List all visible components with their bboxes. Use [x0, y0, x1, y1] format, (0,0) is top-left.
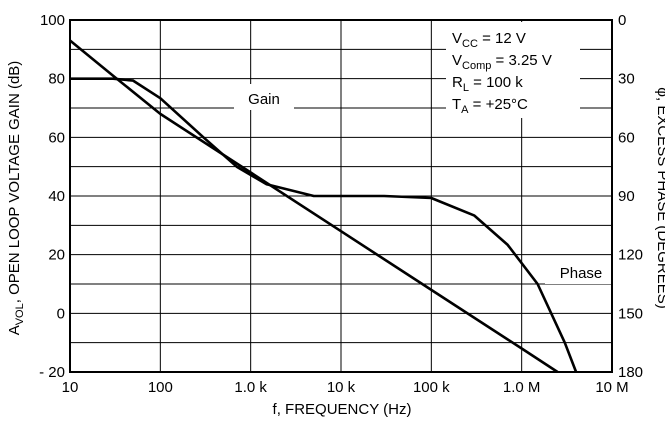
x-tick-label: 100 [148, 379, 173, 396]
y-left-tick-label: 0 [57, 305, 65, 322]
y-left-tick-label: - 20 [39, 364, 65, 381]
x-tick-label: 1.0 M [503, 379, 541, 396]
x-axis-label: f, FREQUENCY (Hz) [273, 401, 412, 418]
x-tick-label: 100 k [413, 379, 450, 396]
plot-frame [69, 19, 613, 373]
gain-label-mask [234, 84, 294, 110]
y-right-tick-label: 90 [618, 188, 635, 205]
phase-label: Phase [560, 265, 603, 282]
series-layer [69, 39, 578, 374]
y-left-tick-label: 40 [48, 188, 65, 205]
condition-line: VComp = 3.25 V [452, 52, 552, 72]
y-right-tick-label: 30 [618, 71, 635, 88]
phase-label-mask [545, 258, 617, 284]
y-right-tick-label: 180 [618, 364, 643, 381]
axes-frame [69, 19, 613, 373]
condition-line: VCC = 12 V [452, 30, 526, 50]
y-right-tick-label: 60 [618, 129, 635, 146]
conditions-box-mask [446, 22, 580, 118]
y-right-tick-label: 0 [618, 12, 626, 29]
condition-line: RL = 100 k [452, 74, 523, 94]
series-line-gain [69, 39, 559, 374]
y-left-tick-label: 100 [40, 12, 65, 29]
x-tick-label: 10 [62, 379, 79, 396]
y-right-tick-label: 120 [618, 247, 643, 264]
condition-line: TA = +25°C [452, 96, 528, 116]
gain-label: Gain [248, 91, 280, 108]
series-line-phase [70, 77, 578, 373]
tick-labels: 10 100 1.0 k 10 k 100 k 1.0 M 10 M 100 80 60 40 20 0… [39, 12, 643, 396]
y-axis-right-label: φ, EXCESS PHASE (DEGREES) [654, 87, 665, 308]
y-left-tick-label: 60 [48, 129, 65, 146]
y-left-tick-label: 80 [48, 71, 65, 88]
y-left-tick-label: 20 [48, 247, 65, 264]
x-tick-label: 1.0 k [234, 379, 267, 396]
x-tick-label: 10 k [327, 379, 356, 396]
y-right-tick-label: 150 [618, 305, 643, 322]
y-axis-left-label: AVOL, OPEN LOOP VOLTAGE GAIN (dB) [6, 61, 26, 336]
x-tick-label: 10 M [595, 379, 628, 396]
